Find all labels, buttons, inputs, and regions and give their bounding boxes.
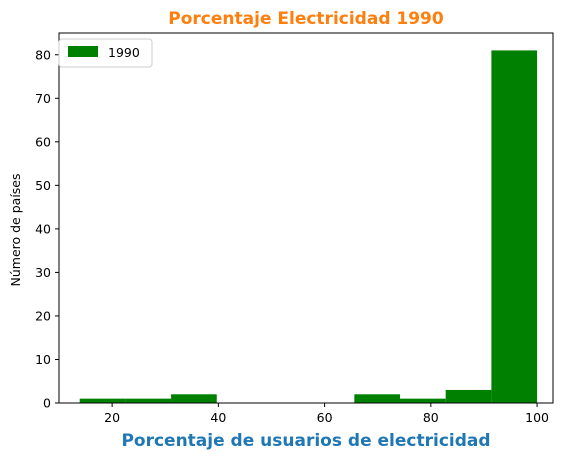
histogram-bar (400, 398, 446, 403)
x-axis: 20 40 60 80 100 (104, 403, 549, 425)
x-axis-label: Porcentaje de usuarios de electricidad (121, 431, 490, 451)
y-axis-label: Número de países (8, 173, 23, 286)
histogram-bar (491, 50, 538, 403)
legend-swatch (68, 46, 98, 57)
histogram-bar (79, 398, 126, 403)
y-tick-label: 20 (35, 308, 51, 323)
y-tick-label: 70 (35, 91, 51, 106)
histogram-bar (354, 394, 401, 403)
histogram-bar (125, 398, 172, 403)
plot-frame (58, 32, 554, 404)
chart-title: Porcentaje Electricidad 1990 (168, 9, 444, 29)
x-tick-label: 40 (210, 410, 226, 425)
legend: 1990 (58, 38, 153, 68)
y-tick-label: 60 (35, 134, 51, 149)
y-tick-label: 50 (35, 178, 51, 193)
x-tick-label: 60 (317, 410, 333, 425)
x-tick-label: 80 (423, 410, 439, 425)
histogram-bar (445, 389, 492, 403)
y-tick-label: 40 (35, 221, 51, 236)
x-tick-label: 100 (525, 410, 549, 425)
y-tick-label: 10 (35, 352, 51, 367)
bar-series (79, 50, 538, 403)
histogram-bar (171, 394, 217, 403)
legend-label: 1990 (108, 45, 140, 60)
y-tick-label: 30 (35, 265, 51, 280)
y-axis: 0 10 20 30 40 50 60 70 80 (35, 47, 59, 411)
y-tick-label: 0 (43, 396, 51, 411)
y-tick-label: 80 (35, 47, 51, 62)
x-tick-label: 20 (104, 410, 120, 425)
